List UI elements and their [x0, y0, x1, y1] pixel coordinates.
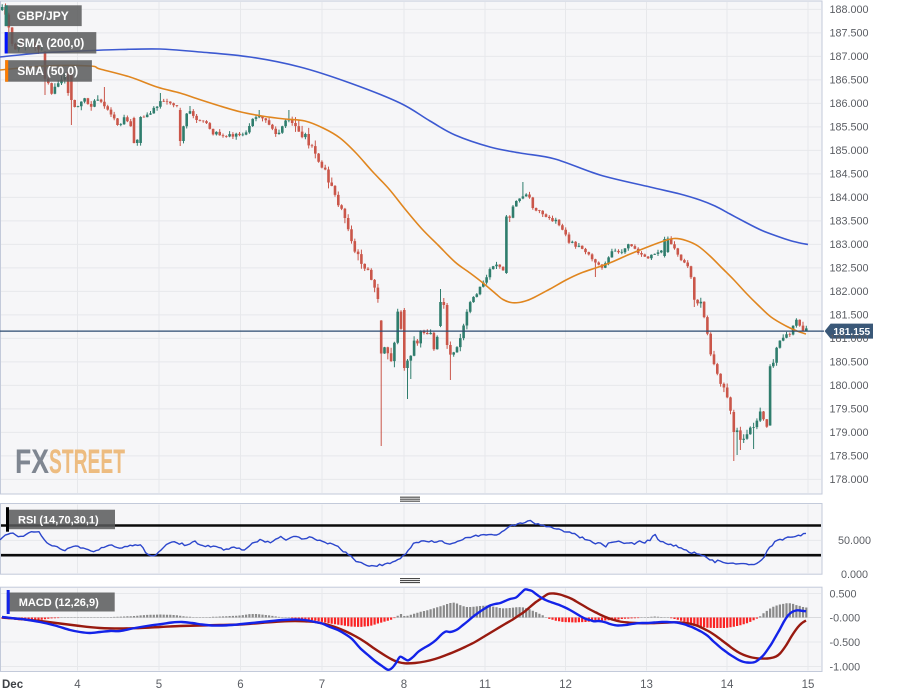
svg-text:RSI (14,70,30,1): RSI (14,70,30,1)	[18, 515, 99, 527]
svg-text:6: 6	[237, 679, 243, 691]
svg-text:183.500: 183.500	[830, 216, 869, 228]
svg-text:4: 4	[74, 679, 81, 691]
svg-text:5: 5	[156, 679, 162, 691]
svg-text:14: 14	[721, 679, 734, 691]
svg-text:0.500: 0.500	[830, 588, 857, 600]
svg-text:179.500: 179.500	[830, 404, 869, 416]
svg-text:8: 8	[401, 679, 407, 691]
svg-text:188.000: 188.000	[830, 4, 869, 16]
svg-text:187.000: 187.000	[830, 51, 869, 63]
svg-text:181.500: 181.500	[830, 310, 869, 322]
svg-text:184.000: 184.000	[830, 192, 869, 204]
svg-text:186.000: 186.000	[830, 98, 869, 110]
svg-text:FX: FX	[15, 443, 49, 481]
svg-text:12: 12	[559, 679, 572, 691]
svg-text:0.000: 0.000	[841, 569, 868, 581]
svg-text:Dec: Dec	[2, 679, 24, 691]
svg-text:181.000: 181.000	[830, 333, 869, 345]
svg-text:178.000: 178.000	[830, 474, 869, 486]
svg-text:STREET: STREET	[49, 443, 125, 481]
svg-text:13: 13	[640, 679, 653, 691]
svg-text:183.000: 183.000	[830, 239, 869, 251]
svg-text:MACD (12,26,9): MACD (12,26,9)	[19, 597, 99, 609]
svg-text:7: 7	[319, 679, 325, 691]
svg-text:SMA (50,0): SMA (50,0)	[17, 64, 78, 78]
svg-text:-0.000: -0.000	[830, 612, 861, 624]
svg-text:180.500: 180.500	[830, 357, 869, 369]
svg-text:178.500: 178.500	[830, 451, 869, 463]
svg-text:181.155: 181.155	[833, 327, 870, 338]
svg-text:179.000: 179.000	[830, 427, 869, 439]
svg-text:186.500: 186.500	[830, 75, 869, 87]
svg-text:SMA (200,0): SMA (200,0)	[17, 36, 85, 50]
svg-text:15: 15	[802, 679, 815, 691]
svg-text:11: 11	[479, 679, 491, 691]
svg-text:-0.500: -0.500	[830, 637, 861, 649]
svg-text:182.000: 182.000	[830, 286, 869, 298]
svg-text:185.500: 185.500	[830, 122, 869, 134]
svg-text:GBP/JPY: GBP/JPY	[17, 9, 69, 23]
svg-text:184.500: 184.500	[830, 169, 869, 181]
svg-text:50.000: 50.000	[838, 535, 871, 547]
svg-text:185.000: 185.000	[830, 145, 869, 157]
svg-text:187.500: 187.500	[830, 28, 869, 40]
svg-text:182.500: 182.500	[830, 263, 869, 275]
svg-text:-1.000: -1.000	[830, 661, 861, 673]
svg-text:180.000: 180.000	[830, 380, 869, 392]
